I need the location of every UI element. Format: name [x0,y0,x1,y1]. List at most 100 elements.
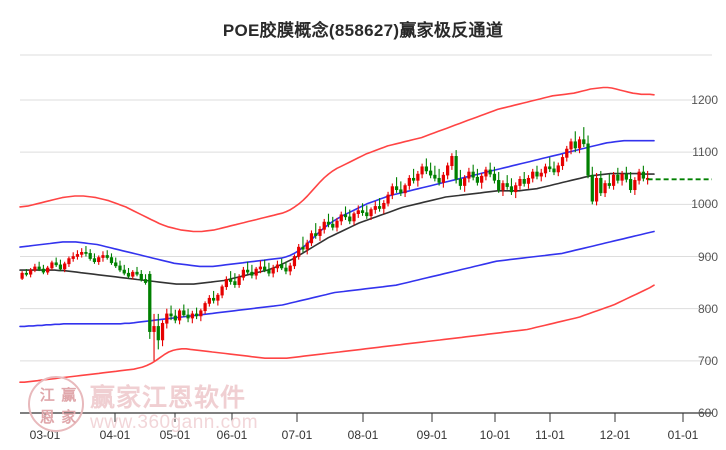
candle-body [420,166,424,175]
candle-body [518,178,522,186]
candle-body [535,171,539,177]
candle-body [509,186,514,193]
candle-body [463,177,467,186]
x-axis-label: 06-01 [216,428,248,442]
candle-body [394,186,399,191]
candle-body [331,223,335,228]
candle-body [92,258,97,263]
candle-body [390,186,394,196]
candle-body [611,174,616,186]
candle-body [84,252,88,254]
candle-body [263,266,267,271]
candle-body [246,269,250,273]
candle-body [492,173,497,181]
candle-body [339,214,343,222]
candle-body [603,183,607,194]
candle-body [335,220,339,228]
candle-body [446,165,450,176]
candle-body [450,156,454,167]
candle-body [199,310,203,317]
candle-body [633,180,637,191]
candle-body [526,177,531,184]
candle-body [594,177,599,202]
y-axis-label: 600 [697,406,718,420]
y-axis-label: 1100 [692,145,718,160]
candle-body [343,214,348,218]
candle-body [216,294,220,301]
candle-body [54,262,58,266]
candle-body [284,267,288,272]
candle-body [305,242,309,250]
y-axis-label: 1000 [691,197,718,212]
candle-body [29,269,33,275]
candle-body [58,264,63,270]
candle-body [616,174,620,181]
candle-body [135,271,139,275]
candle-body [475,176,480,183]
candle-body [569,141,573,150]
x-axis-label: 05-01 [159,428,191,442]
candle-body [131,271,135,277]
candle-body [41,268,46,273]
candle-body [356,210,360,215]
candle-body [80,252,84,255]
candle-body [428,170,433,176]
page-title: POE胶膜概念(858627)赢家极反通道 [222,21,504,40]
candle-body [599,177,603,194]
candle-body [114,262,118,267]
y-axis-label: 1200 [691,93,718,107]
candle-body [590,174,594,202]
x-axis-label: 12-01 [599,428,631,442]
candle-body [233,281,237,285]
candle-body [577,139,582,149]
candle-body [165,313,169,324]
candle-body [403,185,407,194]
candle-body [624,173,628,180]
candle-body [407,177,411,186]
candle-body [573,141,577,149]
candle-body [97,257,101,263]
candle-body [539,172,543,177]
candle-body [360,210,365,213]
candle-body [292,256,297,267]
candle-body [177,310,182,321]
candle-body [484,169,488,177]
y-axis-label: 800 [697,301,718,316]
candle-body [63,263,67,270]
candle-body [552,168,556,173]
candle-body [224,279,228,288]
candle-body [237,277,241,285]
candle-body [497,180,501,191]
candle-body [399,189,403,194]
series-lower_inner_band [19,230,655,328]
candle-body [75,254,80,257]
x-axis-label: 11-01 [535,428,565,442]
x-axis-label: 03-01 [29,428,61,442]
candle-body [105,255,109,258]
candle-body [458,178,463,186]
candle-body [505,183,509,187]
candle-body [352,213,356,222]
candlestick-series [20,127,650,361]
candle-body [318,229,322,236]
candle-body [565,148,569,158]
candle-body [560,157,565,167]
candle-body [33,266,37,271]
series-middle_line [19,172,655,285]
candle-body [641,171,645,179]
candle-body [437,177,441,183]
candle-body [173,315,177,321]
x-axis-label: 01-01 [667,428,699,442]
candle-body [194,313,199,317]
x-axis-label: 10-01 [479,428,511,442]
candle-body [20,272,24,279]
candle-body [220,286,224,296]
x-axis-label: 09-01 [416,428,448,442]
candle-body [586,143,590,176]
candle-body [118,265,122,271]
candle-body [207,297,211,304]
series-lower_extreme_band [19,284,655,383]
y-axis-label: 900 [697,249,718,264]
